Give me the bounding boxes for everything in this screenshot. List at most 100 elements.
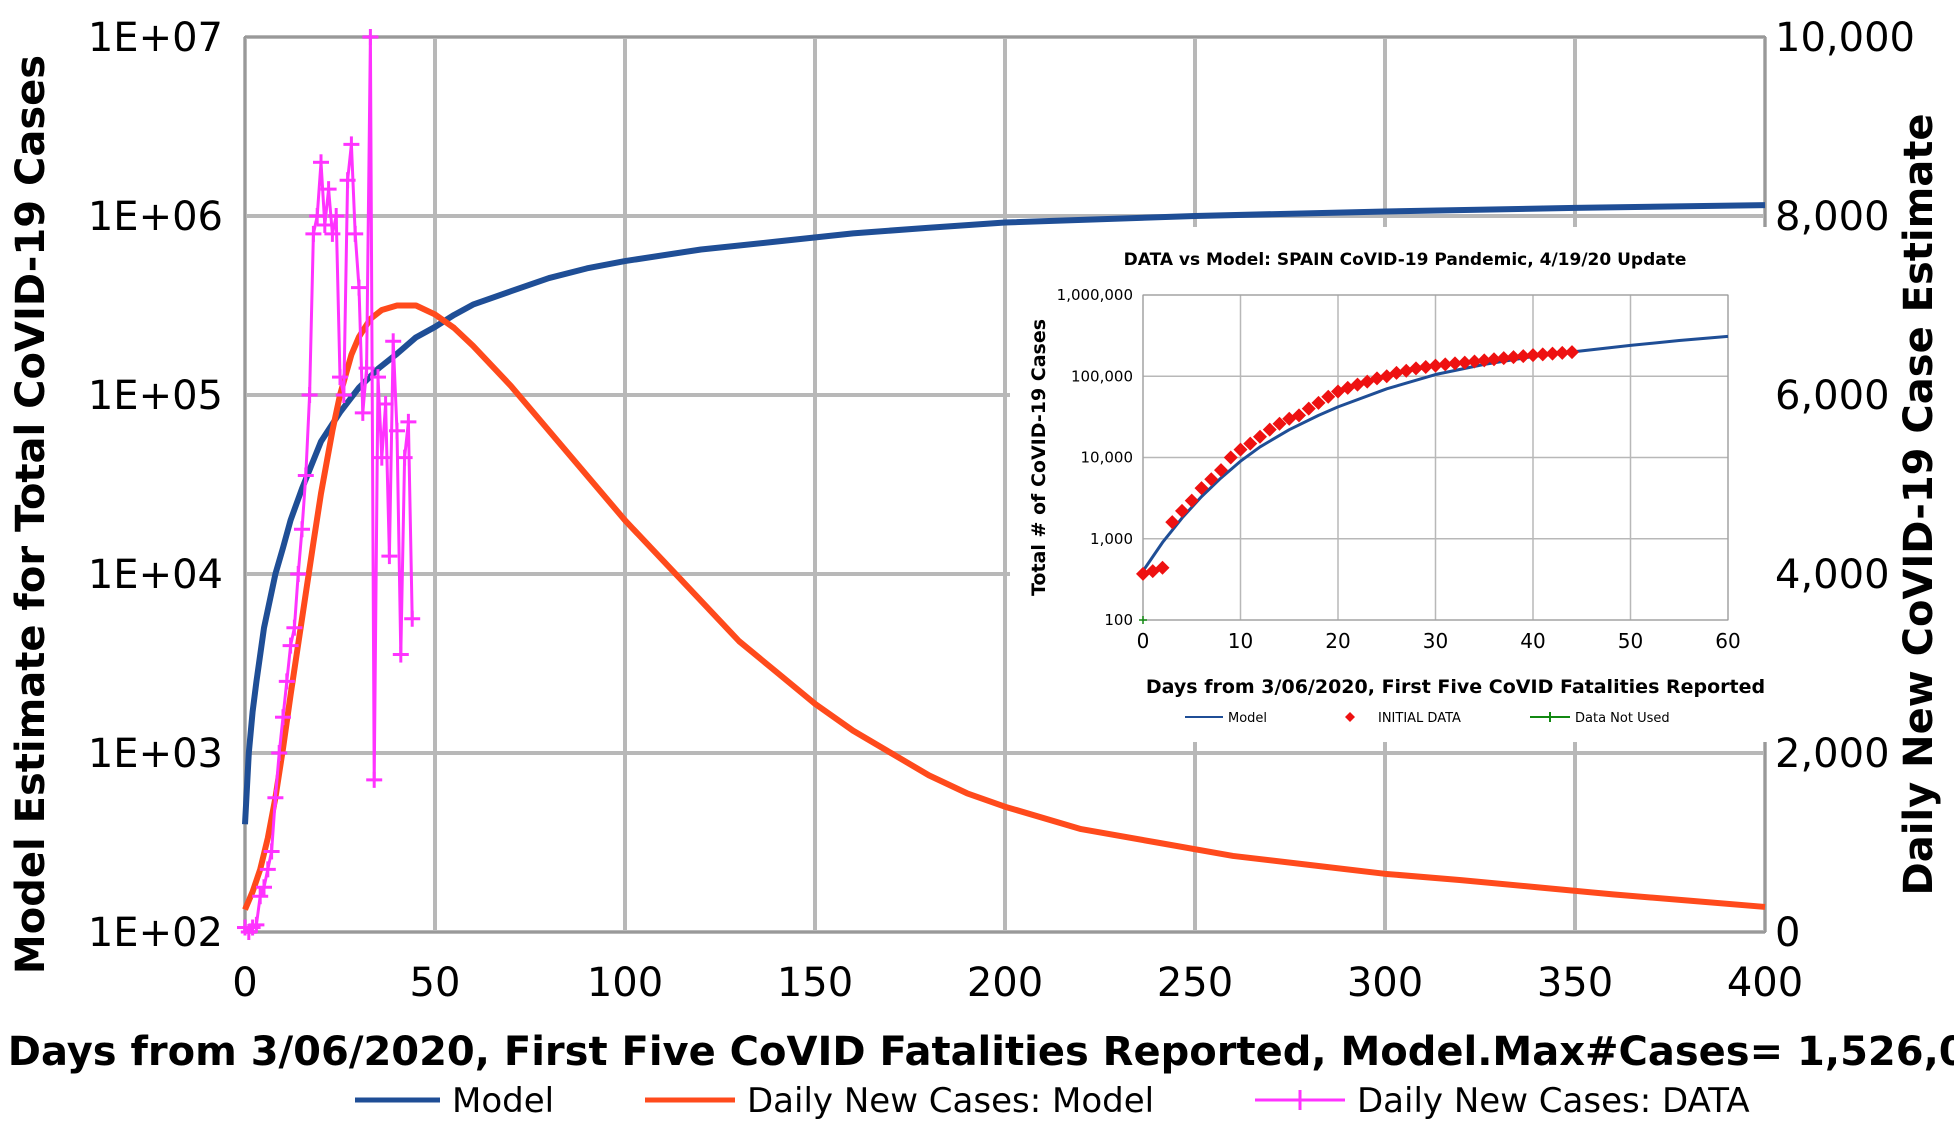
daily-data-point — [328, 208, 345, 224]
inset-initial-data-point — [1418, 359, 1433, 374]
inset-x-tick-label: 60 — [1715, 629, 1740, 653]
daily-data-point — [339, 172, 356, 189]
inset-initial-data-point — [1496, 351, 1511, 366]
daily-data-point — [377, 395, 394, 412]
daily-data-point — [389, 422, 405, 439]
inset-initial-data-point — [1253, 429, 1267, 444]
inset-title: DATA vs Model: SPAIN CoVID-19 Pandemic, … — [1124, 250, 1687, 270]
daily-data-point — [271, 745, 288, 761]
inset-series-group — [1136, 334, 1729, 624]
inset-legend: Model INITIAL DATA Data Not Used — [1185, 711, 1670, 726]
daily-model-line — [242, 302, 1766, 911]
inset-initial-data-point — [1526, 348, 1540, 363]
x-tick-label: 300 — [1347, 960, 1423, 1006]
inset-x-tick-label: 0 — [1137, 629, 1150, 653]
inset-tick-labels: 0 10 20 30 40 50 60 1,000,000 100,000 10,000 1,000… — [1057, 286, 1741, 653]
inset-initial-data-point — [1204, 472, 1219, 487]
inset-initial-data-point — [1321, 389, 1336, 404]
inset-initial-data-point — [1457, 355, 1472, 370]
model-total-line — [242, 202, 1766, 825]
y-tick-label-right: 0 — [1775, 910, 1800, 956]
y-tick-label-right: 4,000 — [1775, 552, 1890, 598]
daily-data-point — [324, 225, 341, 242]
inset-initial-data-point — [1214, 463, 1228, 478]
inset-x-tick-label: 30 — [1423, 629, 1448, 653]
daily-data-point — [362, 29, 379, 45]
daily-data-point — [248, 916, 265, 933]
inset-legend-not-used-marker — [1545, 712, 1555, 722]
inset-not-used-point — [1139, 616, 1147, 624]
inset-x-tick-label: 10 — [1228, 629, 1253, 653]
daily-data-point — [385, 333, 402, 350]
inset-legend-initial-data-marker — [1345, 712, 1355, 722]
y-tick-label-left: 1E+03 — [88, 731, 223, 777]
daily-data-point — [354, 404, 371, 421]
inset-background — [1010, 227, 1775, 742]
inset-y-tick-label: 1,000 — [1090, 530, 1133, 548]
inset-initial-data-point — [1448, 356, 1462, 371]
daily-data-point — [259, 861, 276, 878]
daily-data-point — [366, 771, 383, 788]
inset-initial-data-point — [1487, 352, 1501, 367]
y-axis-title-left: Model Estimate for Total CoVID-19 Cases — [8, 55, 54, 974]
x-tick-label: 50 — [410, 960, 461, 1006]
x-tick-label: 100 — [587, 960, 663, 1006]
inset-initial-data-point — [1477, 353, 1492, 368]
inset-initial-data-point — [1506, 350, 1521, 365]
inset-initial-data-point — [1535, 347, 1550, 362]
legend-daily-model-label: Daily New Cases: Model — [747, 1081, 1154, 1121]
daily-data-point — [263, 843, 280, 860]
daily-data-point — [316, 216, 333, 233]
daily-data-point — [294, 521, 310, 538]
daily-data-point — [275, 709, 291, 726]
y-tick-label-left: 1E+04 — [88, 552, 223, 598]
main-tick-labels: 0 50 100 150 200 250 300 350 4001E+071E+061E+051… — [88, 15, 1915, 1006]
y-axis-title-right: Daily New CoVID-19 Case Estimate — [1896, 113, 1942, 895]
daily-data-point — [332, 369, 348, 386]
y-tick-label-right: 2,000 — [1775, 731, 1890, 777]
inset-y-tick-label: 100 — [1104, 611, 1133, 629]
x-tick-label: 250 — [1157, 960, 1233, 1006]
inset-initial-data-point — [1175, 503, 1189, 518]
inset-chart: DATA vs Model: SPAIN CoVID-19 Pandemic, … — [1010, 227, 1775, 742]
daily-data-point — [297, 467, 314, 484]
daily-data-point — [370, 369, 386, 386]
inset-initial-data-point — [1467, 354, 1482, 369]
y-tick-label-left: 1E+02 — [88, 910, 223, 956]
daily-data-point — [252, 888, 269, 905]
y-tick-label-left: 1E+07 — [88, 15, 223, 61]
inset-legend-model-label: Model — [1228, 711, 1267, 726]
legend-plus-marker — [1290, 1090, 1310, 1110]
legend-daily-data-marker — [1290, 1090, 1310, 1110]
inset-legend-initial-data-label: INITIAL DATA — [1378, 711, 1461, 726]
main-series-group — [237, 29, 1766, 940]
x-tick-label: 200 — [967, 960, 1043, 1006]
inset-initial-data-point — [1233, 442, 1248, 457]
daily-data-point — [396, 449, 413, 466]
inset-initial-data-point — [1370, 371, 1384, 386]
inset-initial-data-point — [1184, 493, 1199, 508]
daily-data-point — [244, 919, 261, 936]
inset-x-axis-title: Days from 3/06/2020, First Five CoVID Fa… — [1146, 676, 1765, 698]
inset-initial-data-point — [1301, 401, 1316, 416]
inset-initial-data-point — [1399, 363, 1414, 378]
inset-legend-diamond — [1345, 712, 1355, 722]
inset-initial-data-point — [1165, 515, 1180, 530]
inset-initial-data-point — [1428, 358, 1443, 373]
inset-initial-data-point — [1262, 422, 1277, 437]
legend-daily-data-label: Daily New Cases: DATA — [1357, 1081, 1750, 1121]
inset-initial-data-point — [1565, 345, 1579, 360]
inset-y-axis-title: Total # of CoVID-19 Cases — [1028, 319, 1050, 596]
x-tick-label: 400 — [1727, 960, 1803, 1006]
daily-data-point — [301, 387, 318, 403]
daily-data-point — [267, 789, 284, 806]
inset-initial-data-point — [1243, 436, 1258, 451]
daily-data-point — [392, 646, 409, 663]
inset-initial-data-point — [1438, 357, 1453, 372]
x-tick-label: 150 — [777, 960, 853, 1006]
daily-data-point — [282, 637, 299, 654]
inset-legend-plus — [1545, 712, 1555, 722]
daily-data-point — [309, 208, 326, 224]
daily-data-point — [404, 610, 421, 627]
daily-data-point — [400, 413, 417, 430]
